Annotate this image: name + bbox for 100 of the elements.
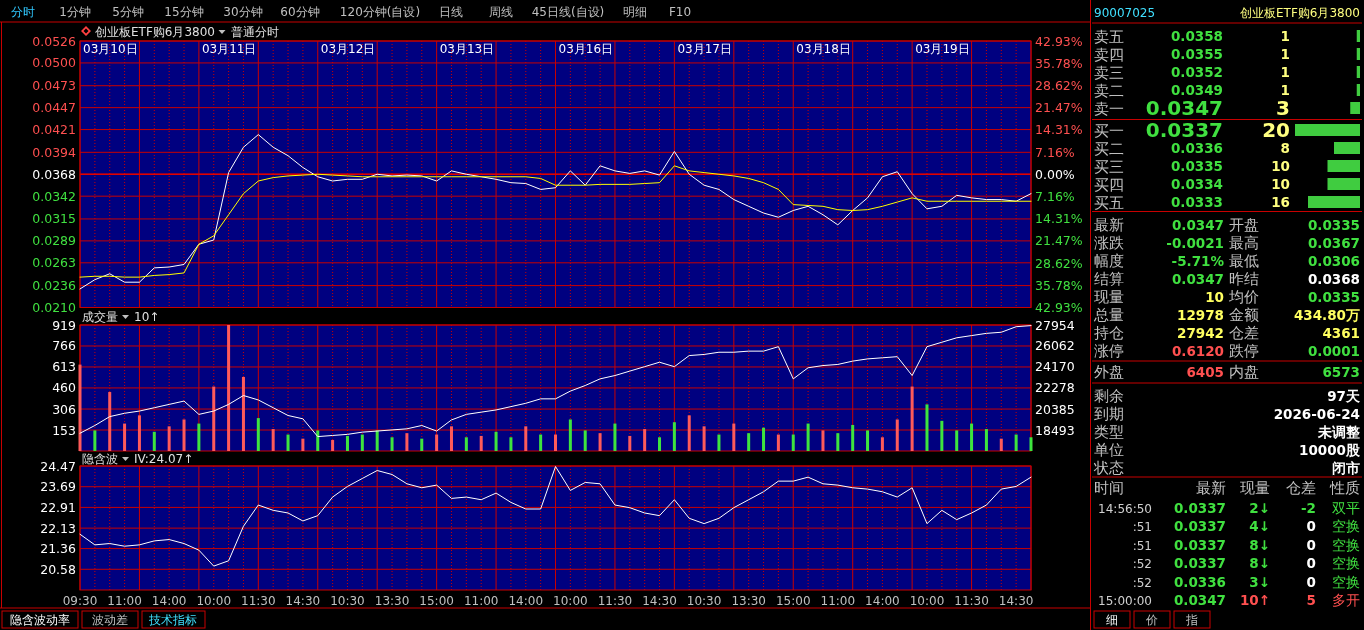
y-tick-label: 22.91: [40, 499, 76, 515]
x-tick-label: 14:30: [285, 594, 321, 608]
bar: [167, 426, 171, 451]
chart-title: 创业板ETF购6月3800: [95, 25, 215, 39]
bar: [1308, 196, 1360, 208]
text: 最新: [1196, 479, 1226, 497]
text: 0: [1306, 518, 1316, 535]
bar: [1014, 434, 1018, 451]
data-label: 3: [1276, 96, 1290, 120]
text: 3↓: [1249, 573, 1270, 590]
text: 0: [1306, 536, 1316, 553]
bar: [375, 430, 379, 451]
data-label: 10: [1271, 158, 1290, 174]
text: 空换: [1332, 573, 1360, 590]
text: 0.0347: [1173, 592, 1226, 608]
bar: [137, 415, 141, 451]
text: 日线: [439, 5, 463, 19]
y-tick-label: 613: [52, 359, 76, 375]
text: 0.0347: [1171, 217, 1224, 233]
bar: [1356, 84, 1360, 96]
text: 涨停: [1094, 342, 1124, 360]
text: 8↓: [1249, 536, 1270, 553]
y2-tick-label: 0.00%: [1035, 166, 1075, 182]
data-label: 8: [1280, 140, 1290, 156]
x-tick-label: 11:00: [107, 594, 142, 608]
bar: [806, 423, 810, 451]
y-tick-label: 766: [52, 338, 77, 354]
text: :51: [1132, 538, 1152, 553]
x-tick-label: 15:00: [419, 594, 454, 608]
y2-tick-label: 42.93%: [1035, 33, 1083, 49]
text: 类型: [1094, 423, 1124, 441]
text: 剩余: [1094, 387, 1124, 405]
x-tick-label: 14:00: [151, 594, 187, 608]
text: 2026-06-24: [1273, 406, 1360, 422]
y-tick-label: 0.0473: [32, 78, 76, 94]
y2-tick-label: 28.62%: [1035, 77, 1083, 93]
text: 涨跌: [1094, 234, 1124, 252]
data-label: 20: [1262, 118, 1290, 142]
text: 时间: [1094, 479, 1124, 497]
y-tick-label: 0.0315: [32, 211, 76, 227]
text: 结算: [1094, 270, 1124, 288]
text: 0.0337: [1173, 518, 1226, 535]
bar: [658, 437, 662, 451]
text: 14:56:50: [1098, 502, 1152, 516]
bar: [762, 427, 766, 451]
y2-tick-label: 24170: [1035, 359, 1075, 375]
text: 0.0336: [1170, 140, 1223, 156]
line-series: [79, 134, 1032, 290]
text: :51: [1132, 520, 1152, 535]
bar: [776, 434, 780, 451]
x-tick-label: 14:00: [508, 594, 544, 608]
y2-tick-label: 14.31%: [1035, 211, 1083, 227]
bar: [212, 386, 216, 451]
x-tick-label: 13:30: [731, 594, 766, 608]
text: 隐含波动率: [10, 613, 70, 627]
text: 0.0337: [1173, 536, 1226, 553]
text: 0.0334: [1170, 176, 1223, 192]
text: 仓差: [1229, 324, 1259, 342]
y2-tick-label: 14.31%: [1035, 122, 1083, 138]
text: 创业板ETF购6月3800: [1240, 6, 1360, 20]
bar: [643, 429, 647, 451]
text: 金额: [1229, 306, 1259, 324]
text: 5分钟: [112, 5, 144, 19]
text: 0.0349: [1170, 82, 1223, 98]
text: 未调整: [1317, 424, 1360, 440]
y2-tick-label: 21.47%: [1035, 100, 1083, 116]
bar: [687, 415, 691, 451]
x-tick-label: 15:00: [775, 594, 811, 608]
bar: [78, 364, 82, 451]
text: 0.0336: [1173, 573, 1226, 590]
y-tick-label: 0.0342: [32, 188, 76, 204]
x-tick-label: 09:30: [62, 594, 98, 608]
text: 单位: [1094, 441, 1124, 459]
chart-subtitle: 10↑: [134, 310, 160, 324]
y-tick-label: 919: [52, 317, 77, 333]
y-tick-label: 0.0394: [32, 144, 77, 160]
y-tick-label: 306: [52, 401, 77, 417]
category-label: 卖三: [1094, 64, 1124, 82]
y2-tick-label: 7.16%: [1035, 144, 1075, 160]
category-label: 卖四: [1094, 46, 1124, 64]
bar: [836, 433, 840, 451]
text: 10: [1205, 289, 1224, 305]
text: 12978: [1177, 307, 1224, 323]
bar: [791, 434, 795, 451]
bar: [331, 440, 335, 451]
text: 现量: [1240, 479, 1270, 497]
text: 现量: [1094, 288, 1124, 306]
text: 0.0368: [1307, 271, 1360, 287]
y2-tick-label: 35.78%: [1035, 55, 1083, 71]
text: F10: [668, 5, 692, 19]
x-tick-label: 10:30: [686, 594, 722, 608]
annotation: 03月17日: [677, 42, 732, 56]
bar: [821, 430, 825, 451]
annotation: 03月13日: [439, 42, 495, 56]
bar: [539, 434, 543, 451]
bar: [702, 426, 706, 451]
y2-tick-label: 21.47%: [1035, 233, 1083, 249]
bar: [613, 423, 617, 451]
text: 10000股: [1299, 442, 1361, 458]
annotation: 03月11日: [201, 42, 257, 56]
